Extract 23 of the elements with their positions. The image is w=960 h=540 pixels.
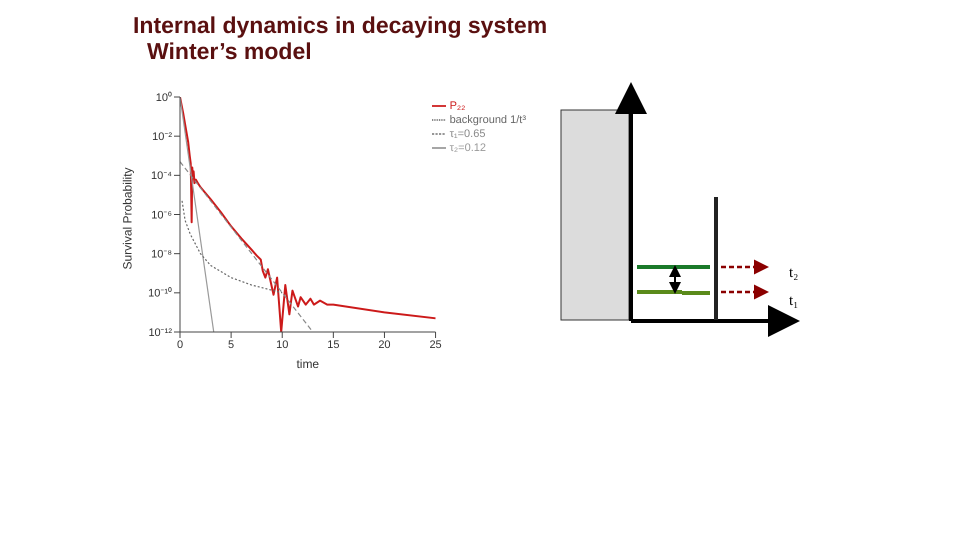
legend-label: τ₁=0.65 [450,128,486,140]
chart-subtitle: Winter’s model [147,38,312,65]
legend-label: background 1/t³ [450,114,526,126]
y-tick-label: 10⁻¹⁰ [148,286,172,300]
x-axis-title: time [296,357,320,371]
y-tick-label: 10⁻⁸ [151,248,172,261]
legend-label: τ₂=0.12 [450,142,486,154]
x-tick-label: 25 [429,338,442,351]
x-tick-label: 5 [228,338,234,351]
y-tick-label: 10⁻⁶ [151,209,172,222]
x-tick-label: 15 [327,338,340,351]
text: t₁ [789,293,798,310]
y-tick-label: 10⁻² [152,131,172,144]
x-tick-label: 20 [378,338,391,351]
x-tick-label: 10 [276,338,288,351]
x-tick-label: 0 [176,338,184,351]
y-tick-label: 10⁰ [156,90,172,104]
legend-label: P₂₂ [450,100,466,112]
y-axis-title: Survival Probability [120,167,134,270]
chart-title: Internal dynamics in decaying system [133,12,548,39]
y-tick-label: 10⁻⁴ [151,170,172,182]
text: t₂ [789,265,798,282]
y-tick-label: 10⁻¹² [148,326,172,339]
